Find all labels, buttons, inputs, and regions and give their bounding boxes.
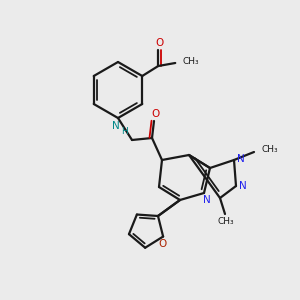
- Text: CH₃: CH₃: [218, 217, 234, 226]
- Text: O: O: [158, 238, 166, 248]
- Text: N: N: [203, 195, 211, 205]
- Text: N: N: [239, 181, 247, 191]
- Text: O: O: [151, 109, 159, 119]
- Text: N: N: [112, 121, 120, 131]
- Text: H: H: [121, 127, 128, 136]
- Text: N: N: [237, 154, 245, 164]
- Text: O: O: [155, 38, 164, 48]
- Text: CH₃: CH₃: [262, 146, 279, 154]
- Text: CH₃: CH₃: [182, 58, 199, 67]
